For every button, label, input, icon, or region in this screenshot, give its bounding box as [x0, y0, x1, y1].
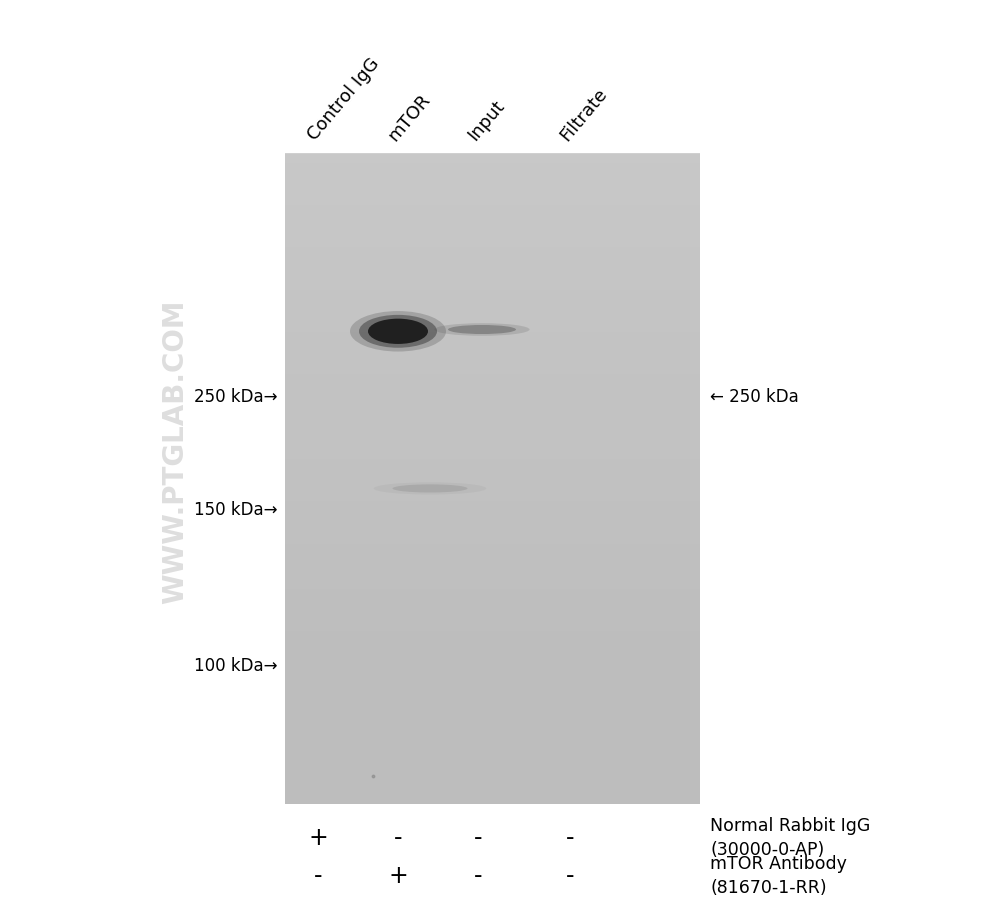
Text: 250 kDa→: 250 kDa→ — [194, 388, 278, 406]
Text: -: - — [566, 825, 574, 849]
Ellipse shape — [392, 485, 468, 492]
Text: -: - — [566, 863, 574, 887]
Bar — [285, 155, 700, 805]
Text: Filtrate: Filtrate — [556, 85, 610, 144]
Text: -: - — [474, 863, 482, 887]
Ellipse shape — [359, 316, 437, 348]
Text: mTOR: mTOR — [384, 90, 434, 144]
Text: +: + — [388, 863, 408, 887]
Text: ← 250 kDa: ← 250 kDa — [710, 388, 799, 406]
Text: Control IgG: Control IgG — [304, 55, 383, 144]
Ellipse shape — [368, 319, 428, 345]
Text: -: - — [474, 825, 482, 849]
Text: -: - — [314, 863, 322, 887]
Text: 150 kDa→: 150 kDa→ — [194, 500, 278, 518]
Ellipse shape — [434, 324, 530, 336]
Ellipse shape — [448, 326, 516, 335]
Ellipse shape — [350, 312, 446, 352]
Text: 100 kDa→: 100 kDa→ — [194, 656, 278, 674]
Text: mTOR Antibody
(81670-1-RR): mTOR Antibody (81670-1-RR) — [710, 854, 847, 896]
Text: WWW.PTGLAB.COM: WWW.PTGLAB.COM — [161, 299, 189, 603]
Text: Normal Rabbit IgG
(30000-0-AP): Normal Rabbit IgG (30000-0-AP) — [710, 816, 870, 858]
Ellipse shape — [374, 483, 486, 495]
Text: +: + — [308, 825, 328, 849]
Text: Input: Input — [464, 97, 508, 144]
Text: -: - — [394, 825, 402, 849]
